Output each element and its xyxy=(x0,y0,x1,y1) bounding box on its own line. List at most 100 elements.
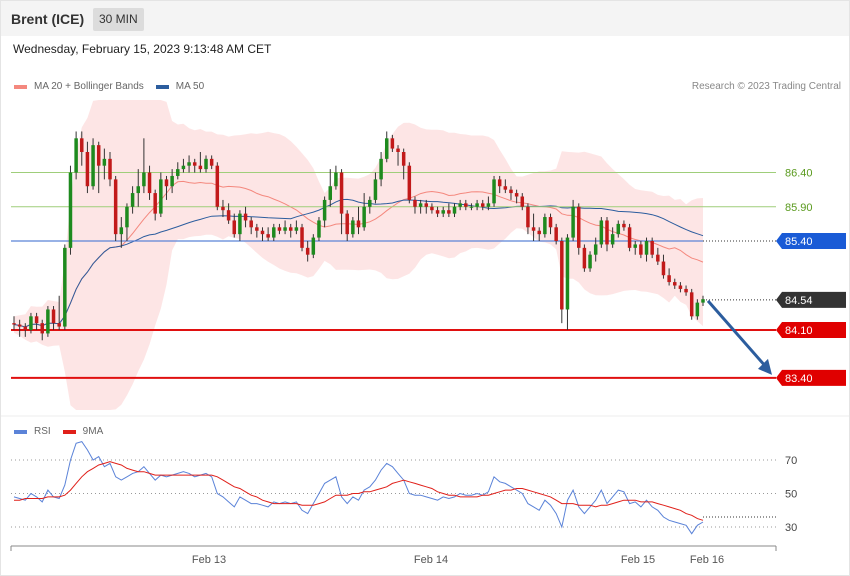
candle-body xyxy=(588,254,592,269)
candle-body xyxy=(418,203,423,207)
legend-ma50-swatch xyxy=(155,84,169,89)
candle-body xyxy=(136,186,140,194)
candle-body xyxy=(215,165,220,207)
projection-arrow-line xyxy=(706,299,768,368)
candle-body xyxy=(40,323,44,334)
candle-body xyxy=(260,230,265,235)
candle-body xyxy=(339,172,344,214)
candle-body xyxy=(526,206,530,228)
candle-body xyxy=(639,244,643,255)
candle-body xyxy=(192,162,197,166)
candle-body xyxy=(560,241,564,310)
rsi-tick-70: 70 xyxy=(785,455,797,467)
candle-body xyxy=(469,206,474,208)
level-tag-84.10 xyxy=(776,322,846,338)
candle-body xyxy=(68,172,73,248)
chart-header: Brent (ICE) 30 MIN xyxy=(1,1,849,36)
timeframe-badge[interactable]: 30 MIN xyxy=(93,8,144,31)
candle-body xyxy=(689,292,694,317)
candle-body xyxy=(12,323,16,325)
level-label-84.54: 84.54 xyxy=(785,295,813,307)
candle-body xyxy=(317,220,321,238)
candle-body xyxy=(610,234,615,245)
candle-body xyxy=(17,324,22,327)
candle-body xyxy=(249,220,253,228)
candle-body xyxy=(209,158,214,166)
projection-arrow-head xyxy=(758,358,772,375)
candle-body xyxy=(272,227,276,238)
candle-body xyxy=(684,288,688,293)
level-label-85.90: 85.90 xyxy=(785,202,813,214)
x-tick-label: Feb 15 xyxy=(621,554,655,566)
candle-body xyxy=(63,247,67,327)
candle-body xyxy=(543,217,547,235)
legend-ma50: MA 50 xyxy=(155,81,204,92)
candle-body xyxy=(232,220,237,235)
candle-body xyxy=(599,220,604,245)
rsi-line xyxy=(13,441,704,535)
level-label-86.40: 86.40 xyxy=(785,168,813,180)
candle-body xyxy=(475,203,479,207)
candle-body xyxy=(345,213,349,235)
candle-body xyxy=(142,172,146,187)
candle-body xyxy=(113,179,118,235)
candle-body xyxy=(673,282,677,286)
candle-body xyxy=(531,227,536,231)
candle-body xyxy=(46,309,50,334)
candle-body xyxy=(622,223,626,228)
candle-body xyxy=(577,206,581,248)
candle-body xyxy=(695,302,700,317)
candle-body xyxy=(633,244,637,248)
candle-body xyxy=(187,162,191,166)
candle-body xyxy=(243,213,248,221)
candle-body xyxy=(334,172,338,187)
candle-body xyxy=(373,179,378,200)
rsi-tick-50: 50 xyxy=(785,489,797,501)
candle-body xyxy=(119,227,124,235)
level-label-83.40: 83.40 xyxy=(785,373,813,385)
candle-body xyxy=(108,158,112,180)
instrument-title: Brent (ICE) xyxy=(11,11,85,27)
candle-body xyxy=(356,220,361,228)
price-legend: MA 20 + Bollinger Bands MA 50 xyxy=(14,81,216,92)
candle-body xyxy=(176,169,180,176)
candle-body xyxy=(153,193,157,214)
candle-body xyxy=(226,210,231,221)
level-tag-84.54 xyxy=(776,291,846,308)
candle-body xyxy=(368,199,372,207)
x-tick-label: Feb 16 xyxy=(690,554,724,566)
candle-body xyxy=(650,241,654,255)
candle-body xyxy=(464,203,468,207)
candle-body xyxy=(678,285,683,289)
candle-body xyxy=(130,193,135,207)
candle-body xyxy=(701,299,705,303)
candle-body xyxy=(283,227,287,231)
candle-body xyxy=(424,203,429,207)
candle-body xyxy=(548,217,553,228)
candle-body xyxy=(164,179,169,187)
candle-body xyxy=(520,196,525,207)
rsi-legend: RSI 9MA xyxy=(14,426,115,437)
candle-body xyxy=(288,227,293,231)
candle-body xyxy=(447,210,451,214)
candle-body xyxy=(204,158,208,170)
candle-body xyxy=(34,316,39,324)
candle-body xyxy=(480,203,485,207)
candle-body xyxy=(102,158,107,166)
legend-ma20-label: MA 20 + Bollinger Bands xyxy=(34,81,144,92)
candle-body xyxy=(667,275,671,283)
candle-body xyxy=(238,213,242,235)
candle-body xyxy=(311,237,316,255)
legend-rsi: RSI xyxy=(14,426,51,437)
candle-body xyxy=(181,165,186,170)
level-tag-83.40 xyxy=(776,369,846,386)
candle-body xyxy=(492,179,496,204)
candle-body xyxy=(147,172,152,194)
candle-body xyxy=(198,165,203,170)
candle-body xyxy=(266,234,270,238)
candle-body xyxy=(159,179,163,214)
level-label-85.40: 85.40 xyxy=(785,236,813,248)
level-tag-85.40 xyxy=(776,233,846,249)
candle-body xyxy=(458,203,462,207)
candle-body xyxy=(627,227,632,248)
